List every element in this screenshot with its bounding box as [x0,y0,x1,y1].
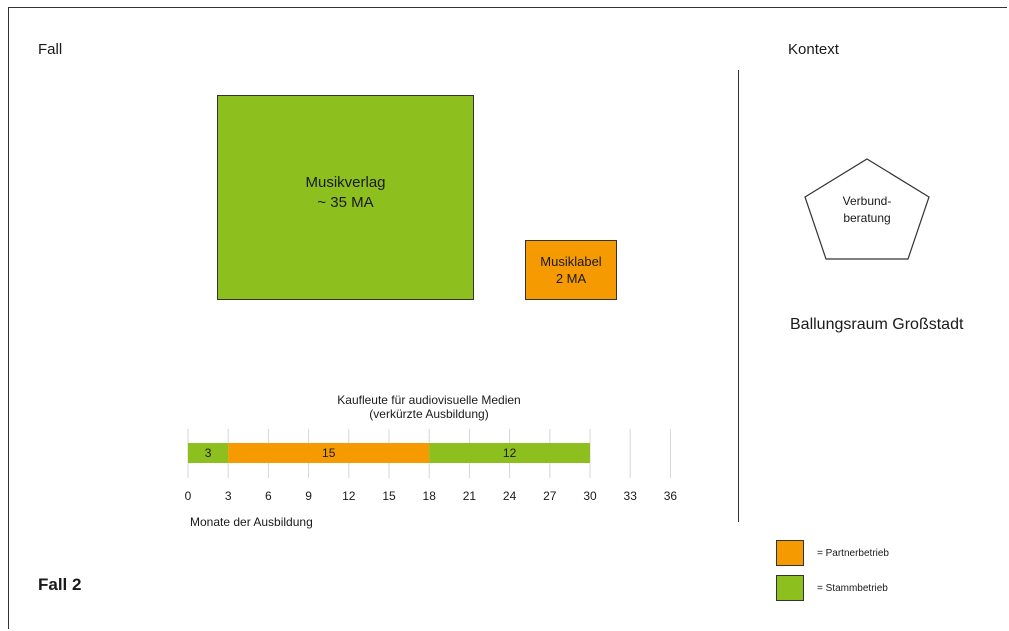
case-section-label: Fall [38,41,63,58]
chart-title-line1: Kaufleute für audiovisuelle Medien [337,393,521,407]
musiklabel-box: Musiklabel 2 MA [525,240,617,300]
musikverlag-name: Musikverlag [305,173,386,191]
legend-text-partner: = Partnerbetrieb [817,547,889,559]
legend-swatch-stamm [776,575,804,601]
context-section-label: Kontext [788,41,839,58]
x-tick-label: 15 [382,489,396,503]
section-divider [738,70,739,522]
legend-item-partner: = Partnerbetrieb [776,540,889,566]
x-tick-label: 6 [265,489,272,503]
x-tick-label: 9 [305,489,312,503]
x-tick-label: 18 [423,489,437,503]
legend-swatch-partner [776,540,804,566]
timeline-segment-1 [188,443,229,463]
legend-item-stamm: = Stammbetrieb [776,575,888,601]
chart-title: Kaufleute für audiovisuelle Medien (verk… [188,393,670,421]
timeline-segment-2 [228,443,430,463]
musiklabel-name: Musiklabel [540,254,602,269]
timeline-segment-label-1: 3 [205,446,212,460]
diagram-frame [8,7,1007,629]
musikverlag-box: Musikverlag ~ 35 MA [217,95,474,300]
x-tick-label: 12 [342,489,356,503]
case-number-label: Fall 2 [38,575,82,594]
region-label: Ballungsraum Großstadt [790,316,964,333]
chart-ticks: 0 3 6 9 12 15 18 21 24 27 30 33 36 [185,489,678,503]
legend-text-stamm: = Stammbetrieb [817,582,888,594]
x-tick-label: 21 [463,489,477,503]
timeline-segment-3 [429,443,590,463]
x-tick-label: 27 [543,489,557,503]
pentagon-label-line1: Verbund- [842,194,892,208]
x-tick-label: 3 [225,489,232,503]
pentagon-label: Verbund- beratung [803,193,931,227]
x-tick-label: 24 [503,489,517,503]
musiklabel-size: 2 MA [555,271,587,286]
x-axis-label: Monate der Ausbildung [190,515,313,529]
x-tick-label: 36 [664,489,678,503]
x-tick-label: 33 [624,489,638,503]
timeline-segment-label-2: 15 [322,446,336,460]
verbundberatung-pentagon: Verbund- beratung [803,157,931,261]
timeline-segment-label-3: 12 [503,446,517,460]
pentagon-label-line2: beratung [843,211,891,225]
musikverlag-size: ~ 35 MA [317,193,374,211]
training-timeline-chart: 3 15 12 0 3 6 9 12 15 18 21 24 27 30 33 36 [185,429,678,503]
x-tick-label: 30 [583,489,597,503]
chart-title-line2: (verkürzte Ausbildung) [369,407,489,421]
pentagon-shape [804,158,930,260]
chart-segments: 3 15 12 [188,443,590,463]
x-tick-label: 0 [185,489,192,503]
